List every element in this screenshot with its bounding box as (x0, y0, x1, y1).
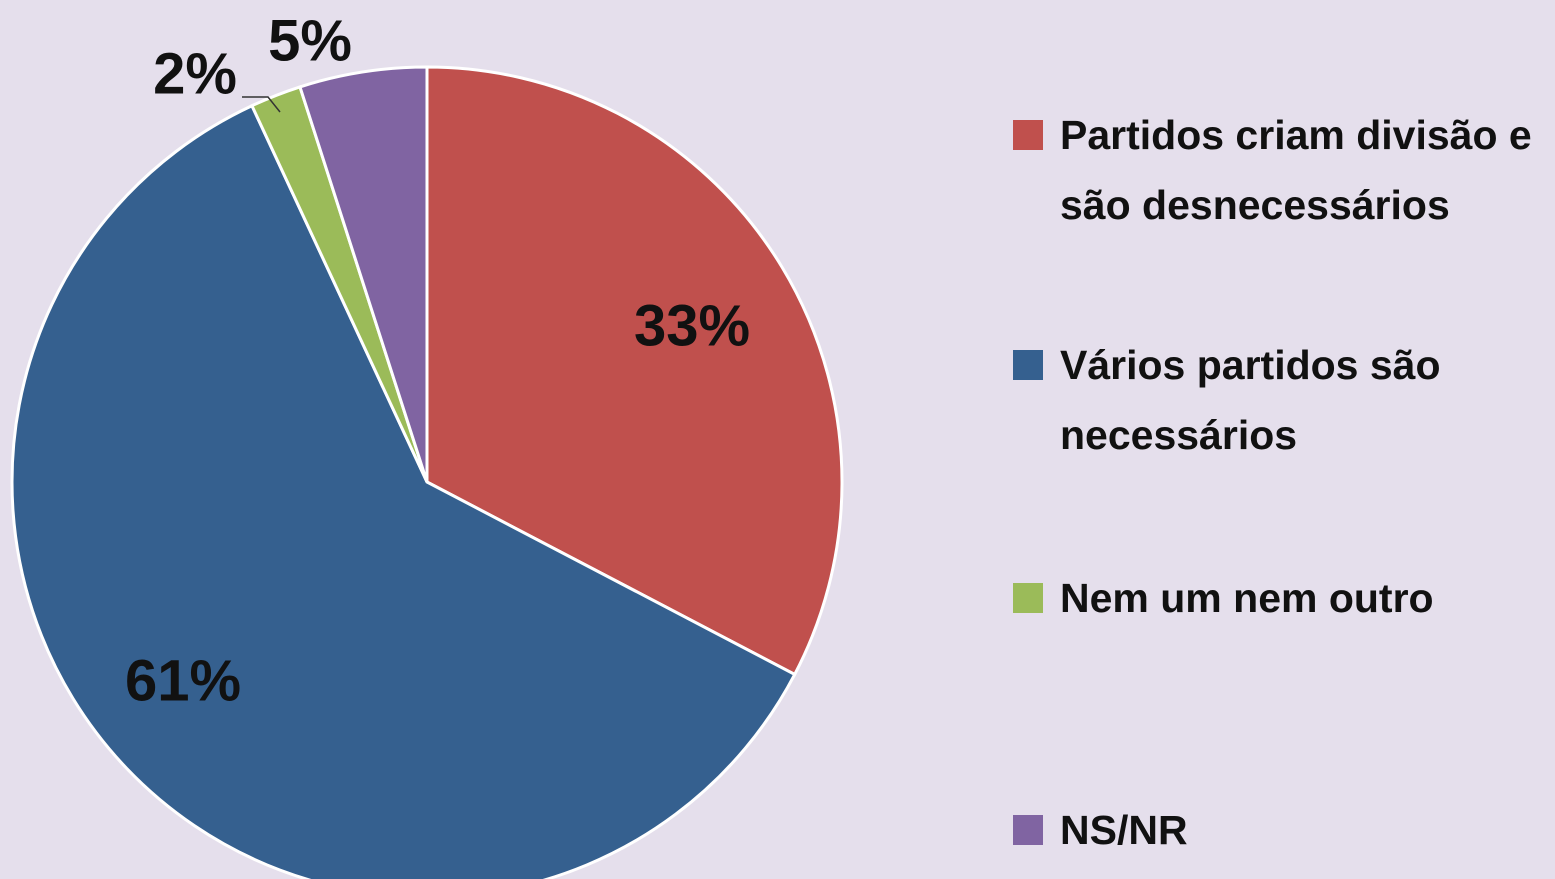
data-label: 33% (634, 293, 750, 358)
legend-label: Vários partidos são necessários (1060, 342, 1441, 458)
pie-slice (298, 65, 429, 483)
leader-line (242, 96, 281, 113)
legend-item: Partidos criam divisão e são desnecessár… (1013, 100, 1543, 240)
legend-label: NS/NR (1060, 807, 1188, 853)
legend-item: Nem um nem outro (1013, 563, 1543, 633)
legend-swatch (1013, 120, 1043, 150)
data-label: 61% (125, 648, 241, 713)
legend-swatch (1013, 350, 1043, 380)
legend-label: Partidos criam divisão e são desnecessár… (1060, 112, 1532, 228)
pie-slice (10, 103, 797, 879)
data-label: 5% (268, 8, 352, 73)
legend-item: Vários partidos são necessários (1013, 330, 1543, 470)
legend-label: Nem um nem outro (1060, 575, 1434, 621)
pie-slice (425, 65, 844, 677)
data-label: 2% (153, 41, 237, 106)
legend-swatch (1013, 583, 1043, 613)
legend-item: NS/NR (1013, 795, 1543, 865)
legend-swatch (1013, 815, 1043, 845)
